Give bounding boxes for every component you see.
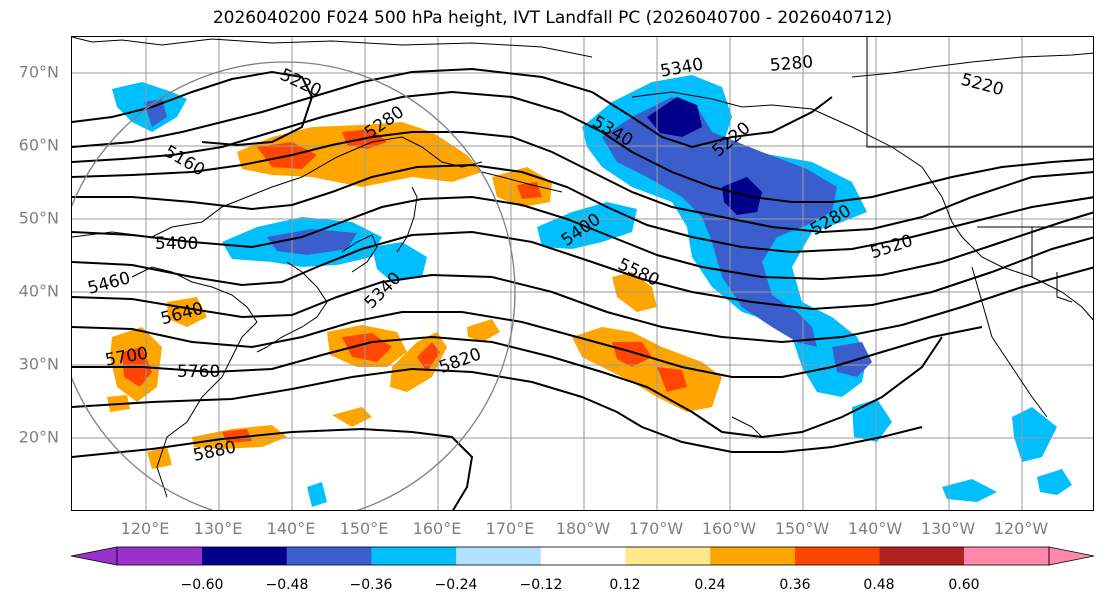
lon-label-140e: 140°E [266,519,316,538]
colorbar-segment [202,547,288,565]
lat-label-30n: 30°N [18,354,59,374]
lat-label-70n: 70°N [18,62,59,82]
lat-label-20n: 20°N [18,427,59,447]
colorbar-extend-low [70,546,118,566]
colorbar-segment [286,547,372,565]
colorbar-tick-neg-0.24: −0.24 [434,577,478,593]
map-canvas: 5220 5280 5340 5280 5220 5340 5220 5160 … [72,37,1093,510]
colorbar-segment [625,547,711,565]
colorbar-tick-neg-0.12: −0.12 [519,577,563,593]
lon-label-150e: 150°E [339,519,389,538]
lon-label-120w: 120°W [993,519,1049,538]
lon-label-120e: 120°E [120,519,170,538]
ivt-positive-shading [107,122,722,469]
colorbar-segment [710,547,796,565]
colorbar-tick-neg-0.60: −0.60 [180,577,224,593]
contour-label-5760: 5760 [177,362,220,382]
lon-label-180w: 180°W [555,519,611,538]
lon-label-170e: 170°E [485,519,535,538]
colorbar-segment [117,547,202,565]
colorbar-tick-0.12: 0.12 [609,577,641,593]
map-panel: 5220 5280 5340 5280 5220 5340 5220 5160 … [71,36,1094,511]
colorbar-segment [371,547,457,565]
lon-label-170w: 170°W [628,519,684,538]
colorbar-extend-high [1048,546,1095,566]
lon-label-160w: 160°W [701,519,757,538]
lon-label-130e: 130°E [193,519,243,538]
colorbar-segment [964,547,1049,565]
colorbar-segment [456,547,542,565]
colorbar-tick-neg-0.36: −0.36 [349,577,393,593]
colorbar-segment [879,547,965,565]
map-title: 2026040200 F024 500 hPa height, IVT Land… [212,8,893,28]
lon-label-130w: 130°W [920,519,976,538]
colorbar-tick-neg-0.48: −0.48 [265,577,309,593]
lon-label-160e: 160°E [412,519,462,538]
lon-label-150w: 150°W [774,519,830,538]
colorbar-tick-0.36: 0.36 [779,577,811,593]
colorbar-segment [540,547,626,565]
colorbar-tick-0.24: 0.24 [694,577,726,593]
height-contours [72,67,1093,510]
colorbar-segment [794,547,881,565]
ivt-negative-shading [112,75,1072,507]
landfall-radius-circle [72,61,516,510]
contour-label-5280-north: 5280 [769,52,814,76]
colorbar-tick-0.60: 0.60 [948,577,980,593]
colorbar-frame [116,546,1050,566]
colorbar-segments [70,546,1095,566]
contour-label-5400-west: 5400 [155,234,198,254]
lon-label-140w: 140°W [847,519,903,538]
lat-label-50n: 50°N [18,208,59,228]
colorbar-tick-0.48: 0.48 [863,577,895,593]
graticule [72,37,1093,510]
lat-label-40n: 40°N [18,281,59,301]
lat-label-60n: 60°N [18,135,59,155]
